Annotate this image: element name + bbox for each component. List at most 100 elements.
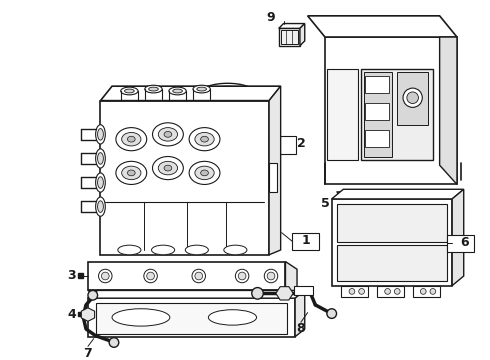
Bar bbox=[325, 37, 457, 184]
Bar bbox=[447, 235, 474, 252]
Ellipse shape bbox=[96, 197, 105, 216]
Circle shape bbox=[327, 309, 337, 318]
Ellipse shape bbox=[145, 85, 162, 93]
Circle shape bbox=[88, 291, 98, 300]
Circle shape bbox=[385, 288, 391, 294]
Bar bbox=[366, 76, 389, 93]
Bar bbox=[96, 303, 288, 334]
Ellipse shape bbox=[193, 85, 210, 93]
Ellipse shape bbox=[98, 201, 103, 212]
Polygon shape bbox=[269, 86, 281, 255]
Text: 8: 8 bbox=[296, 323, 305, 336]
Ellipse shape bbox=[124, 89, 134, 93]
Bar bbox=[377, 285, 404, 297]
Bar bbox=[294, 285, 314, 295]
Polygon shape bbox=[332, 189, 464, 199]
Circle shape bbox=[98, 269, 112, 283]
Bar bbox=[279, 28, 300, 46]
Ellipse shape bbox=[158, 127, 177, 141]
Circle shape bbox=[109, 338, 119, 347]
Ellipse shape bbox=[208, 86, 247, 100]
Circle shape bbox=[144, 269, 157, 283]
Text: 2: 2 bbox=[296, 138, 305, 150]
Bar bbox=[332, 199, 452, 285]
Circle shape bbox=[394, 288, 400, 294]
Ellipse shape bbox=[164, 131, 172, 137]
Circle shape bbox=[359, 288, 365, 294]
Bar bbox=[100, 101, 269, 255]
Bar bbox=[88, 298, 295, 337]
Ellipse shape bbox=[127, 170, 135, 176]
Bar bbox=[366, 130, 389, 147]
Text: 5: 5 bbox=[320, 197, 329, 210]
Bar bbox=[361, 69, 433, 160]
Ellipse shape bbox=[195, 166, 214, 180]
Bar bbox=[78, 312, 83, 316]
Bar bbox=[327, 69, 358, 160]
Ellipse shape bbox=[201, 170, 208, 176]
Bar bbox=[413, 285, 440, 297]
Ellipse shape bbox=[220, 111, 235, 117]
Ellipse shape bbox=[127, 136, 135, 142]
Ellipse shape bbox=[224, 245, 247, 255]
Circle shape bbox=[349, 288, 355, 294]
Bar bbox=[88, 262, 286, 291]
Polygon shape bbox=[308, 16, 457, 37]
Circle shape bbox=[420, 288, 426, 294]
Bar bbox=[366, 103, 389, 120]
Ellipse shape bbox=[164, 165, 172, 171]
Circle shape bbox=[264, 269, 278, 283]
Polygon shape bbox=[300, 23, 305, 46]
Ellipse shape bbox=[201, 136, 208, 142]
Circle shape bbox=[235, 269, 249, 283]
Ellipse shape bbox=[96, 149, 105, 168]
Bar bbox=[269, 136, 296, 154]
Polygon shape bbox=[452, 189, 464, 285]
Bar bbox=[364, 72, 392, 157]
Ellipse shape bbox=[98, 153, 103, 164]
Bar bbox=[281, 30, 298, 44]
Ellipse shape bbox=[96, 125, 105, 144]
Polygon shape bbox=[100, 86, 281, 101]
Ellipse shape bbox=[121, 87, 138, 95]
Ellipse shape bbox=[197, 87, 206, 91]
Bar bbox=[342, 285, 368, 297]
Circle shape bbox=[238, 272, 246, 280]
Ellipse shape bbox=[152, 157, 183, 180]
Bar bbox=[269, 163, 277, 192]
Circle shape bbox=[430, 288, 436, 294]
Ellipse shape bbox=[122, 166, 141, 180]
Circle shape bbox=[407, 92, 418, 104]
Circle shape bbox=[403, 88, 422, 107]
Polygon shape bbox=[88, 291, 305, 298]
Text: 6: 6 bbox=[461, 236, 469, 249]
Ellipse shape bbox=[96, 173, 105, 192]
Circle shape bbox=[267, 272, 275, 280]
Ellipse shape bbox=[116, 161, 147, 184]
Text: 7: 7 bbox=[84, 347, 92, 360]
Polygon shape bbox=[88, 291, 297, 298]
Ellipse shape bbox=[215, 109, 240, 119]
Ellipse shape bbox=[169, 87, 186, 95]
Ellipse shape bbox=[112, 309, 170, 326]
Circle shape bbox=[147, 272, 154, 280]
Circle shape bbox=[252, 288, 263, 299]
Ellipse shape bbox=[148, 87, 158, 91]
Ellipse shape bbox=[189, 127, 220, 151]
Text: 1: 1 bbox=[301, 234, 310, 247]
Bar bbox=[292, 233, 319, 250]
Circle shape bbox=[101, 272, 109, 280]
Polygon shape bbox=[440, 37, 457, 184]
Polygon shape bbox=[276, 287, 293, 300]
Polygon shape bbox=[286, 262, 297, 298]
Ellipse shape bbox=[185, 245, 208, 255]
Ellipse shape bbox=[98, 177, 103, 188]
Ellipse shape bbox=[98, 129, 103, 140]
Ellipse shape bbox=[189, 161, 220, 184]
Circle shape bbox=[192, 269, 205, 283]
Polygon shape bbox=[279, 23, 305, 28]
Ellipse shape bbox=[152, 123, 183, 146]
Text: 9: 9 bbox=[267, 11, 275, 24]
Ellipse shape bbox=[118, 245, 141, 255]
Polygon shape bbox=[295, 291, 305, 337]
